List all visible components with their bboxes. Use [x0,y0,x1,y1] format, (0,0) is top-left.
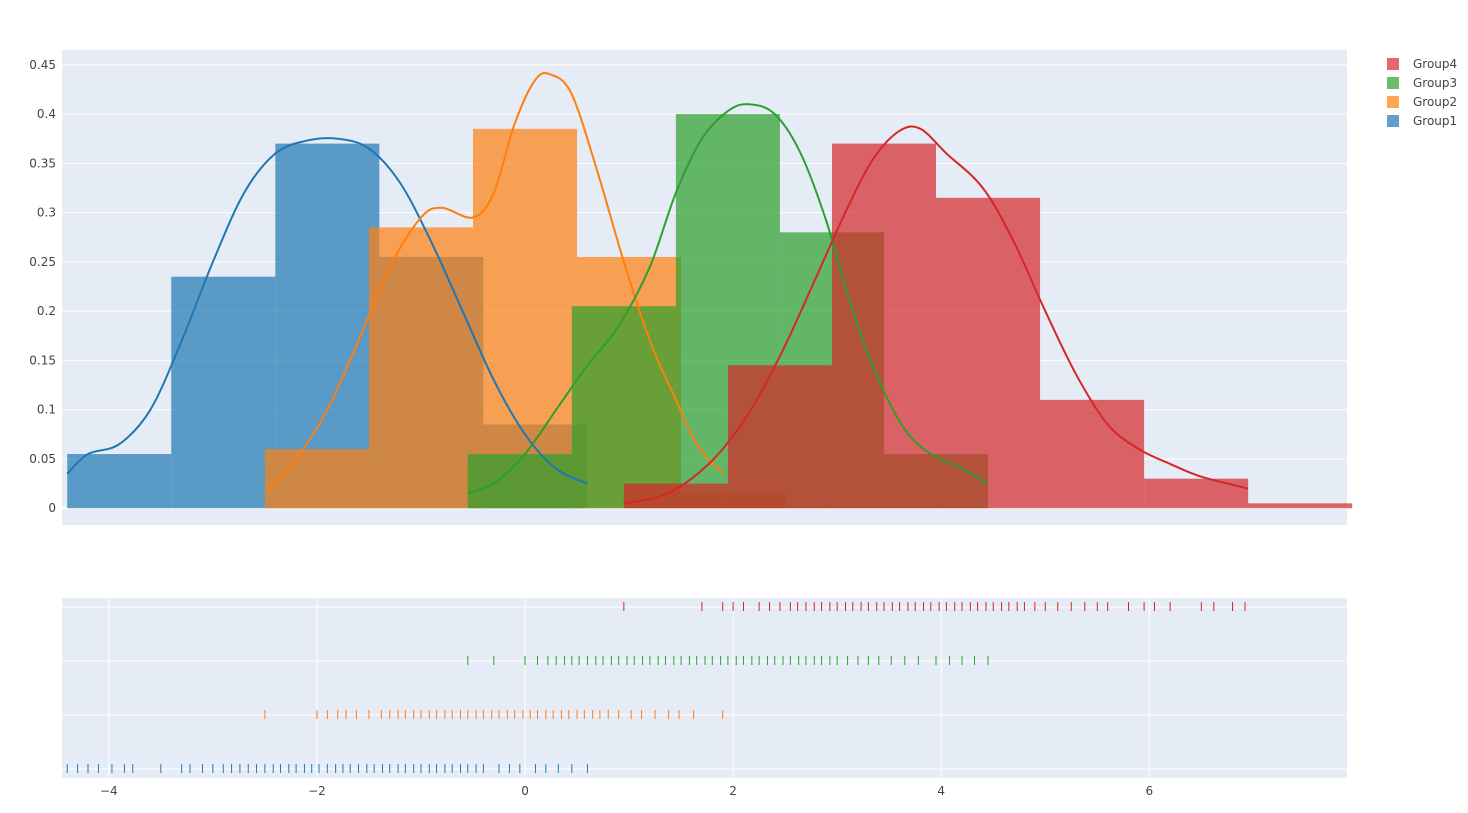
legend-swatch [1387,77,1399,89]
legend-swatch [1387,58,1399,70]
kde-curve-group1[interactable] [66,137,588,485]
x-tick-label: −2 [308,784,326,798]
legend-swatch [1387,96,1399,108]
legend-label: Group3 [1413,76,1457,90]
legend-item-group1[interactable]: Group1 [1387,114,1457,128]
legend-label: Group4 [1413,57,1457,71]
histogram-bar-group4[interactable] [623,483,728,509]
legend: Group4 Group3 Group2 Group1 [1387,57,1457,128]
y-tick-label: 0.45 [29,58,56,72]
rug-plot-background [62,598,1347,778]
y-tick-label: 0.25 [29,255,56,269]
legend-item-group3[interactable]: Group3 [1387,76,1457,90]
histogram-bar-group4[interactable] [831,143,937,509]
y-tick-label: 0.2 [37,304,56,318]
x-tick-label: 4 [937,784,945,798]
histogram-layer [67,114,1353,509]
kde-curve-group2[interactable] [264,71,724,495]
rug-layer [66,602,1246,773]
histogram-bar-group2[interactable] [368,227,473,509]
legend-swatch [1387,115,1399,127]
histogram-bar-group4[interactable] [1144,478,1249,509]
histogram-bar-group3[interactable] [571,306,676,509]
x-tick-label: 2 [729,784,737,798]
histogram-bar-group4[interactable] [936,197,1041,509]
histogram-bar-group3[interactable] [467,454,572,509]
kde-curve-layer [66,71,1249,505]
histogram-bar-group4[interactable] [1040,399,1145,509]
legend-label: Group2 [1413,95,1457,109]
kde-curve-group3[interactable] [467,103,989,495]
x-tick-label: −4 [100,784,118,798]
histogram-bar-group1[interactable] [67,454,172,509]
x-tick-label: 0 [521,784,529,798]
y-tick-label: 0.05 [29,452,56,466]
y-tick-label: 0.15 [29,353,56,367]
histogram-bar-group4[interactable] [1248,503,1353,509]
x-tick-label: 6 [1145,784,1153,798]
legend-item-group2[interactable]: Group2 [1387,95,1457,109]
y-tick-label: 0 [48,501,56,515]
histogram-bar-group2[interactable] [472,128,578,509]
y-tick-label: 0.1 [37,403,56,417]
histogram-bar-group1[interactable] [171,276,276,509]
histogram-bar-group2[interactable] [264,449,369,509]
legend-item-group4[interactable]: Group4 [1387,57,1457,71]
legend-label: Group1 [1413,114,1457,128]
y-tick-label: 0.4 [37,107,56,121]
y-tick-label: 0.35 [29,156,56,170]
y-tick-label: 0.3 [37,206,56,220]
histogram-bar-group1[interactable] [275,143,380,509]
axis-tick-labels: 0 0.05 0.1 0.15 0.2 0.25 0.3 0.35 0.4 0.45 −4 −2 0 2 4… [29,58,1153,798]
histogram-bar-group4[interactable] [727,365,832,509]
kde-curve-group4[interactable] [623,125,1249,505]
